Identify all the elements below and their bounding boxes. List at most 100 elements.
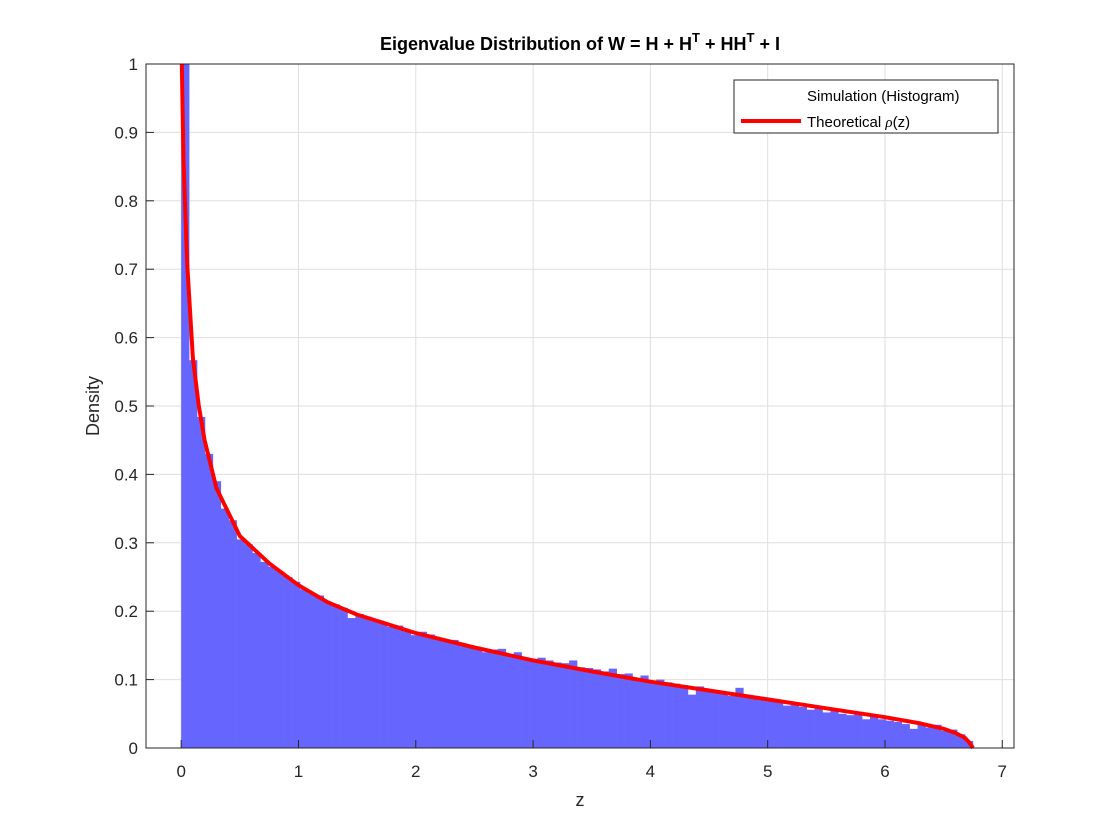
x-tick-label: 0: [176, 762, 185, 781]
histogram-bar: [410, 635, 420, 748]
histogram-bar: [695, 686, 705, 748]
y-tick-label: 0.5: [114, 397, 138, 416]
histogram-bar: [664, 682, 673, 748]
histogram-bar: [917, 723, 926, 748]
y-tick-label: 0.2: [114, 602, 138, 621]
axis-ticks: 0 1 2 3 4 5 6 7 0 0.1 0.2 0.3 0.4 0.5 0.6 0.7 0.8 0.9 1: [114, 55, 1007, 781]
histogram-bar: [466, 645, 475, 748]
histogram-bar: [299, 589, 309, 748]
histogram-bar: [854, 713, 863, 748]
histogram-bar: [577, 667, 586, 748]
histogram-bar: [798, 706, 807, 748]
x-tick-label: 6: [880, 762, 889, 781]
histogram-bar: [600, 671, 610, 748]
histogram-bar: [941, 730, 950, 748]
histogram-bar: [482, 652, 491, 748]
legend: Simulation (Histogram) Theoretical ρ(z): [733, 79, 999, 134]
histogram-bar: [909, 728, 918, 748]
histogram-bar: [537, 657, 546, 748]
histogram-bar: [276, 571, 285, 748]
histogram-bar: [212, 481, 222, 748]
histogram-bar: [497, 648, 507, 748]
histogram-bar: [925, 727, 934, 748]
y-axis-label: Density: [83, 376, 103, 436]
histogram-bar: [244, 544, 253, 748]
histogram-bar: [782, 705, 792, 748]
histogram-bar: [204, 453, 214, 748]
histogram-bar: [260, 561, 269, 748]
histogram-bar: [632, 679, 641, 748]
chart-title: Eigenvalue Distribution of W = H + HT + …: [380, 30, 780, 54]
histogram-bar: [703, 689, 712, 748]
histogram-bar: [268, 566, 277, 748]
histogram-bar: [775, 701, 784, 748]
y-tick-label: 1: [129, 55, 138, 74]
histogram-bar: [806, 709, 815, 748]
histogram-bar: [933, 724, 942, 748]
y-tick-label: 0.3: [114, 534, 138, 553]
histogram-bar: [822, 712, 831, 748]
histogram-bar: [529, 659, 538, 748]
x-axis-label: z: [576, 790, 585, 810]
histogram-bar: [870, 716, 879, 748]
histogram-bar: [616, 674, 625, 748]
histogram-bar: [885, 720, 895, 748]
histogram-bar: [679, 685, 689, 748]
histogram-bar: [489, 649, 499, 748]
x-tick-label: 7: [998, 762, 1007, 781]
histogram-bar: [893, 722, 902, 748]
x-tick-label: 2: [411, 762, 420, 781]
histogram-bar: [584, 667, 594, 748]
histogram-bar: [197, 416, 206, 748]
histogram-bar: [838, 713, 847, 748]
histogram-bar: [957, 734, 966, 748]
histogram-bar: [339, 607, 348, 748]
histogram-bar: [759, 700, 768, 748]
histogram-bar: [402, 630, 412, 748]
histogram-bar: [426, 634, 435, 748]
histogram-bar: [846, 715, 855, 748]
histogram-bar: [624, 673, 633, 748]
histogram-bar: [790, 704, 800, 748]
histogram-bar: [814, 708, 823, 748]
histogram-bar: [767, 701, 776, 748]
y-tick-label: 0.8: [114, 192, 138, 211]
legend-label-theoretical: Theoretical ρ(z): [807, 114, 910, 131]
histogram-bar: [592, 669, 602, 748]
histogram-bar: [672, 683, 681, 748]
legend-box: [733, 79, 999, 134]
y-tick-label: 0.6: [114, 329, 138, 348]
y-tick-label: 0.9: [114, 123, 138, 142]
legend-label-histogram: Simulation (Histogram): [807, 88, 960, 105]
histogram-bar: [450, 639, 459, 748]
histogram-bar: [434, 638, 443, 748]
histogram-bar: [363, 616, 372, 748]
histogram-bar: [521, 657, 530, 748]
histogram-bar: [220, 508, 229, 748]
theoretical-curve: [179, 63, 975, 750]
histogram-bar: [371, 619, 380, 748]
histogram-bar: [331, 604, 340, 748]
histogram-bar: [901, 724, 910, 748]
histogram-bar: [561, 663, 570, 748]
histogram-bar: [252, 553, 261, 748]
histogram-bar: [394, 625, 404, 748]
histogram-bar: [877, 719, 887, 748]
histogram-bar: [442, 641, 451, 748]
y-tick-label: 0: [129, 739, 138, 758]
histogram-bar: [949, 729, 958, 748]
histogram-bar: [569, 660, 578, 748]
histogram-bar: [751, 697, 760, 748]
histogram-bar: [513, 652, 522, 748]
histogram-bar: [292, 581, 301, 748]
histogram-bar: [656, 679, 665, 748]
y-tick-label: 0.1: [114, 671, 138, 690]
histogram-bar: [323, 601, 332, 748]
histogram-bars: [181, 64, 974, 748]
histogram-bar: [711, 691, 720, 748]
histogram-bar: [743, 696, 752, 748]
histogram-bar: [355, 613, 364, 748]
histogram-bar: [379, 622, 388, 748]
histogram-bar: [189, 360, 198, 748]
